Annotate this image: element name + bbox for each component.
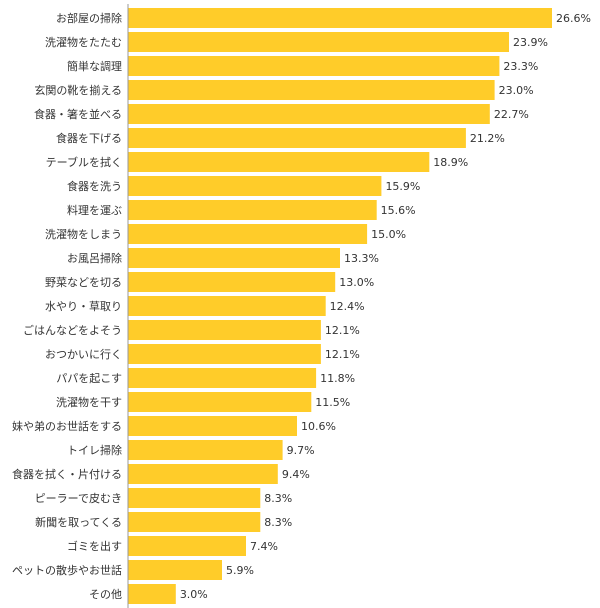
value-label: 23.3% bbox=[503, 60, 538, 73]
category-label: 料理を運ぶ bbox=[67, 203, 122, 217]
category-labels-group: お部屋の掃除洗濯物をたたむ簡単な調理玄関の靴を揃える食器・箸を並べる食器を下げる… bbox=[12, 11, 122, 601]
bar bbox=[128, 248, 340, 268]
value-label: 23.9% bbox=[513, 36, 548, 49]
value-label: 8.3% bbox=[264, 492, 292, 505]
category-label: 洗濯物をしまう bbox=[45, 227, 122, 241]
value-label: 15.6% bbox=[381, 204, 416, 217]
category-label: 洗濯物をたたむ bbox=[45, 35, 122, 49]
bar bbox=[128, 488, 261, 508]
bar bbox=[128, 512, 261, 532]
value-label: 3.0% bbox=[180, 588, 208, 601]
bar bbox=[128, 320, 321, 340]
bar bbox=[128, 344, 321, 364]
bar bbox=[128, 224, 368, 244]
category-label: お風呂掃除 bbox=[67, 251, 122, 265]
bar bbox=[128, 296, 326, 316]
category-label: 玄関の靴を揃える bbox=[34, 83, 122, 97]
category-label: 食器を下げる bbox=[56, 131, 122, 145]
category-label: 野菜などを切る bbox=[45, 276, 122, 289]
bar bbox=[128, 8, 552, 28]
category-label: パパを起こす bbox=[56, 372, 122, 385]
value-label: 11.8% bbox=[320, 372, 355, 385]
value-label: 15.0% bbox=[371, 228, 406, 241]
value-label: 21.2% bbox=[470, 132, 505, 145]
bar bbox=[128, 416, 297, 436]
bar bbox=[128, 200, 377, 220]
value-label: 7.4% bbox=[250, 540, 278, 553]
value-label: 23.0% bbox=[499, 84, 534, 97]
bar bbox=[128, 104, 490, 124]
category-label: 洗濯物を干す bbox=[56, 395, 122, 409]
value-label: 12.1% bbox=[325, 348, 360, 361]
bar bbox=[128, 56, 500, 76]
value-label: 5.9% bbox=[226, 564, 254, 577]
bar bbox=[128, 392, 312, 412]
category-label: 食器を洗う bbox=[67, 179, 122, 193]
value-label: 15.9% bbox=[385, 180, 420, 193]
value-label: 18.9% bbox=[433, 156, 468, 169]
category-label: 簡単な調理 bbox=[67, 59, 122, 73]
value-label: 22.7% bbox=[494, 108, 529, 121]
bar bbox=[128, 368, 317, 388]
category-label: ゴミを出す bbox=[67, 539, 122, 553]
value-label: 13.0% bbox=[339, 276, 374, 289]
category-label: 新聞を取ってくる bbox=[35, 515, 122, 529]
category-label: 食器を拭く・片付ける bbox=[12, 467, 122, 481]
category-label: 食器・箸を並べる bbox=[34, 107, 122, 121]
value-label: 13.3% bbox=[344, 252, 379, 265]
value-label: 12.4% bbox=[330, 300, 365, 313]
value-label: 9.4% bbox=[282, 468, 310, 481]
value-labels-group: 26.6% 23.9% 23.3% 23.0% 22.7% 21.2%18.9% 15.9%… bbox=[180, 12, 591, 601]
bar bbox=[128, 464, 278, 484]
category-label: トイレ掃除 bbox=[67, 443, 122, 457]
category-label: ペットの散歩やお世話 bbox=[12, 563, 122, 577]
bar bbox=[128, 536, 246, 556]
value-label: 10.6% bbox=[301, 420, 336, 433]
bar bbox=[128, 584, 176, 604]
value-label: 11.5% bbox=[315, 396, 350, 409]
bar bbox=[128, 152, 430, 172]
category-label: ピーラーで皮むき bbox=[35, 492, 122, 505]
category-label: 妹や弟のお世話をする bbox=[12, 419, 122, 433]
category-label: お部屋の掃除 bbox=[56, 11, 122, 25]
category-label: 水やり・草取り bbox=[45, 300, 122, 313]
category-label: ごはんなどをよそう bbox=[23, 323, 122, 337]
bar bbox=[128, 32, 509, 52]
category-label: テーブルを拭く bbox=[46, 155, 122, 169]
bar bbox=[128, 176, 382, 196]
category-label: おつかいに行く bbox=[45, 348, 122, 361]
bars-group bbox=[128, 8, 552, 604]
category-label: その他 bbox=[89, 588, 122, 601]
bar bbox=[128, 560, 222, 580]
bar bbox=[128, 440, 283, 460]
value-label: 9.7% bbox=[287, 444, 315, 457]
value-label: 12.1% bbox=[325, 324, 360, 337]
value-label: 26.6% bbox=[556, 12, 591, 25]
bar bbox=[128, 272, 336, 292]
bar bbox=[128, 80, 495, 100]
value-label: 8.3% bbox=[264, 516, 292, 529]
bar bbox=[128, 128, 466, 148]
